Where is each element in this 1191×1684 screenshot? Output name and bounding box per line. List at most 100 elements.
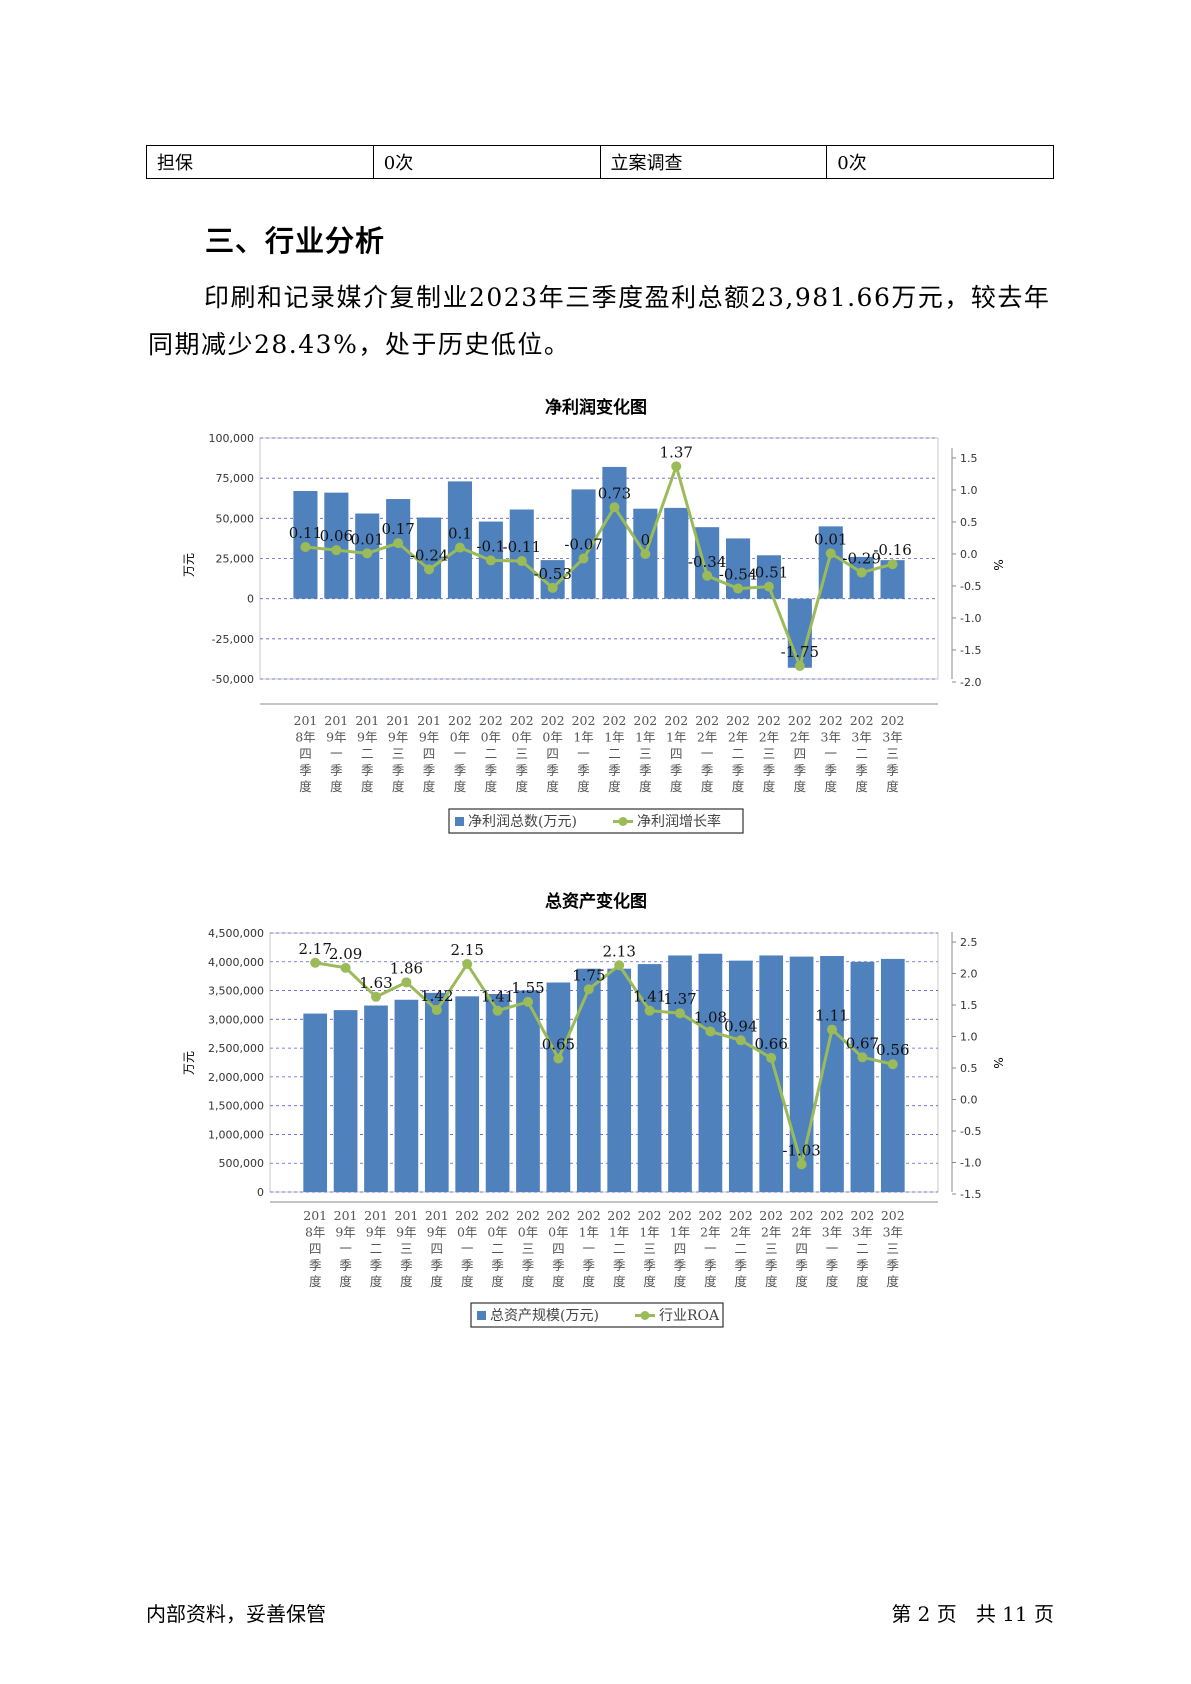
bar: [333, 1010, 358, 1192]
line-point: [794, 661, 805, 671]
category-label: 季: [670, 763, 683, 778]
category-label: 季: [370, 1258, 383, 1273]
category-label: 202: [698, 1208, 722, 1223]
legend-bar-swatch: [477, 1311, 486, 1320]
category-label: 度: [674, 1274, 687, 1289]
category-label: 季: [886, 763, 899, 778]
category-label: 201: [303, 1208, 327, 1223]
category-label: 202: [516, 1208, 540, 1223]
category-label: 季: [735, 1258, 748, 1273]
category-label: 202: [850, 713, 874, 728]
bar: [602, 466, 627, 599]
category-label: 9年: [419, 730, 439, 745]
y2-tick-label: -0.5: [960, 1125, 981, 1138]
bar: [516, 990, 540, 1192]
category-label: 202: [479, 713, 503, 728]
line-point: [310, 957, 321, 968]
category-label: 季: [701, 763, 714, 778]
category-label: 三: [763, 746, 776, 761]
category-label: 202: [486, 1208, 510, 1223]
data-label: -0.1: [476, 537, 505, 555]
category-label: 202: [759, 1208, 783, 1223]
line-point: [857, 1052, 868, 1063]
category-label: 四: [299, 746, 312, 761]
category-label: 度: [299, 779, 312, 794]
category-label: 202: [546, 1208, 570, 1223]
data-label: 1.55: [511, 979, 544, 997]
chart-legend: 净利润总数(万元) 净利润增长率: [448, 808, 744, 834]
legend-line-label: 净利润增长率: [637, 813, 721, 830]
category-label: 202: [695, 713, 719, 728]
table-cell-value: 0次: [826, 145, 1054, 179]
category-label: 2年: [761, 1225, 781, 1240]
category-label: 8年: [305, 1225, 325, 1240]
y2-tick-label: -1.5: [960, 1188, 981, 1201]
category-label: 度: [485, 779, 498, 794]
y-tick-label: 0: [247, 593, 254, 606]
category-label: 0年: [518, 1225, 538, 1240]
data-label: 2.17: [298, 940, 331, 958]
y-tick-label: 1,500,000: [208, 1100, 264, 1113]
data-label: 2.13: [602, 942, 635, 960]
category-label: 202: [448, 713, 472, 728]
category-label: 四: [670, 746, 683, 761]
bar: [394, 999, 419, 1192]
category-label: 201: [355, 713, 379, 728]
category-label: 202: [757, 713, 781, 728]
category-label: 0年: [481, 730, 501, 745]
data-label: 0.01: [351, 530, 384, 548]
category-label: 202: [664, 713, 688, 728]
plot-area: [269, 932, 939, 1193]
line-point: [827, 1024, 837, 1035]
y2-tick-label: 0.5: [960, 1062, 978, 1075]
category-label: 3年: [883, 1225, 903, 1240]
y-tick-label: 50,000: [216, 512, 255, 525]
category-label: 四: [546, 746, 559, 761]
category-label: 202: [510, 713, 534, 728]
category-label: 二: [491, 1241, 504, 1256]
line-point: [393, 538, 404, 549]
y2-tick-label: -1.0: [960, 1157, 981, 1170]
category-label: 0年: [457, 1225, 477, 1240]
line-point: [887, 559, 898, 570]
category-label: 1年: [670, 1225, 690, 1240]
data-label: 0.17: [381, 520, 414, 538]
y-tick-label: 2,500,000: [208, 1042, 264, 1055]
y2-axis-label: %: [991, 1057, 1005, 1068]
y-tick-label: 3,500,000: [208, 985, 264, 998]
category-label: 202: [577, 1208, 601, 1223]
table-cell-label: 立案调查: [599, 145, 828, 179]
y2-tick-label: 1.0: [960, 484, 978, 497]
category-label: 季: [704, 1258, 717, 1273]
y-tick-label: 100,000: [209, 432, 255, 445]
chart-title: 净利润变化图: [545, 397, 647, 418]
data-label: -0.24: [410, 546, 448, 564]
category-label: 1年: [635, 730, 655, 745]
y2-tick-label: -1.0: [960, 612, 981, 625]
data-label: 2.15: [450, 941, 483, 959]
data-label: -0.16: [873, 541, 911, 559]
category-label: 季: [552, 1258, 565, 1273]
bar: [364, 1005, 388, 1192]
footer-note: 内部资料，妥善保管: [146, 1602, 326, 1626]
legend-bar-label: 总资产规模(万元): [490, 1308, 599, 1324]
data-label: 1.41: [481, 988, 514, 1006]
category-label: 度: [400, 1274, 413, 1289]
category-label: 9年: [366, 1225, 386, 1240]
category-label: 202: [541, 713, 565, 728]
category-label: 202: [881, 1208, 905, 1223]
data-label: -0.07: [564, 535, 602, 553]
line-point: [431, 1005, 442, 1016]
bar: [485, 994, 510, 1192]
data-label: -0.53: [533, 565, 571, 583]
category-label: 度: [887, 1274, 900, 1289]
category-label: 度: [763, 779, 776, 794]
category-label: 季: [392, 763, 405, 778]
category-label: 度: [765, 1274, 778, 1289]
category-label: 度: [392, 779, 405, 794]
category-label: 季: [608, 763, 621, 778]
data-label: -0.54: [719, 566, 757, 584]
category-label: 一: [577, 746, 590, 761]
bar: [850, 961, 875, 1192]
bar: [546, 982, 571, 1192]
